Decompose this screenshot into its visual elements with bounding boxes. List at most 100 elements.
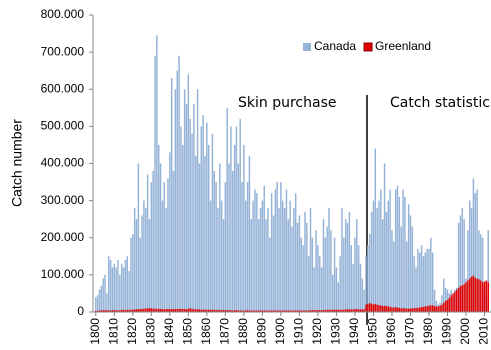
bar [474,277,477,312]
bar [378,305,380,312]
bar [143,200,145,312]
bar [267,310,269,312]
bar [461,285,464,312]
bar [161,309,164,312]
bar [215,310,217,312]
bar [254,310,256,312]
bar [369,234,371,312]
bar [154,308,156,312]
bar [328,208,330,312]
bar [261,310,264,312]
bar [233,310,236,312]
bar [243,144,245,312]
bar [298,215,301,312]
bar [202,309,204,312]
bar [411,226,414,312]
x-tick-label: 1980 [421,318,435,345]
bar [148,219,151,312]
bar [161,200,164,312]
annotation: Skin purchase [238,95,336,111]
bar [337,309,340,312]
bar [232,170,234,312]
bar [430,237,432,312]
bar [282,200,284,312]
bar [428,305,430,312]
bar [172,170,175,312]
bar [361,278,364,312]
bar [407,308,410,312]
bar [350,245,352,312]
bar [306,310,308,312]
bar [478,230,480,312]
bar [457,287,460,312]
bar [317,310,319,312]
bar [396,307,399,312]
x-tick-label: 1970 [403,318,417,345]
bar [433,289,436,312]
bar [476,189,478,312]
bar [145,308,147,312]
bar [165,309,167,312]
bar [478,279,480,312]
bar [102,278,104,312]
bar [385,306,388,312]
bar [367,245,369,312]
bar [182,309,184,312]
bar [306,222,308,312]
y-tick-label: 300.000 [41,193,85,207]
bar [300,237,302,312]
x-tick-label: 1960 [384,318,398,345]
bar [443,278,445,312]
bar [307,256,310,312]
bar [444,287,447,312]
bar [270,310,273,312]
bar [246,310,249,312]
y-axis-title: Catch number [9,119,25,207]
bar [115,267,117,312]
bar [296,222,299,312]
bar [485,280,488,312]
bar [150,182,153,312]
bar [219,163,221,312]
bar [289,200,291,312]
x-tick-label: 1910 [292,318,306,345]
bar [211,309,214,312]
bar [293,310,295,312]
bar [167,309,169,312]
bar [222,310,225,312]
bar [104,310,106,312]
bar [209,200,212,312]
bar [289,310,291,312]
legend-swatch [303,43,311,51]
bar [200,309,203,312]
bar [113,310,116,312]
bar [226,310,228,312]
bar [313,310,315,312]
bar [311,237,314,312]
bar [315,310,317,312]
bar [415,267,417,312]
bar [400,226,402,312]
bar [380,305,382,312]
bar [169,309,171,312]
bar [113,263,116,312]
bar [359,309,362,312]
bar [250,219,253,312]
bar [109,310,112,312]
bar [424,252,427,312]
bar [287,219,290,312]
y-tick-label: 800.000 [41,7,85,21]
bar [239,118,241,312]
bar [237,310,240,312]
bar [383,305,386,312]
bar [141,309,143,312]
bar [228,310,230,312]
bar [474,193,477,312]
bar [309,310,312,312]
bar [435,306,438,312]
bar [126,309,128,312]
bar [259,208,262,312]
bar [282,310,284,312]
bar [417,248,419,312]
legend-label: Canada [314,39,356,53]
